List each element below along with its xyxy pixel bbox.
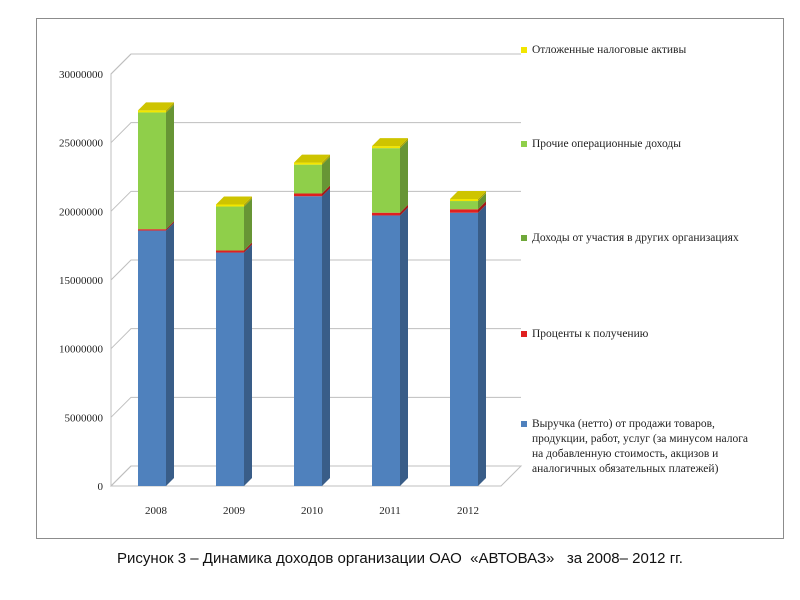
bar-top-2012 — [450, 190, 486, 199]
bar-side-2009-s4 — [244, 196, 252, 207]
bar-2012-s4 — [450, 198, 478, 202]
figure-caption: Рисунок 3 – Динамика доходов организации… — [117, 550, 683, 567]
x-tick-label: 2011 — [379, 505, 401, 517]
legend-label: Прочие операционные доходы — [532, 138, 681, 150]
x-tick-label: 2010 — [301, 505, 324, 517]
bar-side-2010-s4 — [322, 154, 330, 165]
bar-2011-s3 — [372, 148, 400, 213]
bar-2009-s4 — [216, 204, 244, 207]
bar-2008-s3 — [138, 112, 166, 230]
x-tick-label: 2008 — [145, 505, 168, 517]
legend-label: Выручка (нетто) от продажи товаров, — [532, 418, 715, 430]
y-tick-label: 20000000 — [59, 206, 104, 218]
y-tick-label: 10000000 — [59, 344, 104, 356]
bar-side-2008-s1 — [166, 221, 174, 231]
chart-frame: 0 5000000 10000000 15000000 20000000 25000000… — [36, 18, 784, 539]
y-axis-wall — [110, 53, 132, 486]
bar-2011-s1 — [372, 212, 400, 216]
bar-side-2012-s0 — [478, 204, 486, 486]
bar-top-2011 — [372, 138, 408, 147]
legend-label: Проценты к получению — [532, 328, 649, 340]
bar-2011-s4 — [372, 146, 400, 149]
bar-top-2010 — [294, 154, 330, 163]
bar-side-2010-s3 — [322, 156, 330, 194]
bar-2010-s4 — [294, 162, 322, 165]
bar-side-2009-s3 — [244, 198, 252, 251]
bar-side-2011-s1 — [400, 204, 408, 216]
bar-2010-s0 — [294, 196, 322, 486]
bar-2012-s1 — [450, 209, 478, 213]
bar-side-2008-s0 — [166, 222, 174, 486]
bar-2009-s0 — [216, 252, 244, 486]
bar-side-2011-s4 — [400, 138, 408, 149]
y-tick-label: 5000000 — [65, 412, 104, 424]
bar-2010-s1 — [294, 193, 322, 197]
bar-top-2008 — [138, 102, 174, 111]
bar-2010-s3 — [294, 164, 322, 194]
bar-2008-s4 — [138, 110, 166, 113]
bar-2008-s0 — [138, 230, 166, 486]
bar-side-2009-s1 — [244, 242, 252, 253]
y-tick-label: 30000000 — [59, 69, 104, 81]
gridline-5 — [110, 122, 521, 144]
bar-2008-s1 — [138, 229, 166, 231]
y-tick-label: 0 — [98, 481, 104, 493]
bar-side-2010-s1 — [322, 185, 330, 197]
legend-label: продукции, работ, услуг (за минусом нало… — [532, 433, 748, 445]
bar-2012-s0 — [450, 212, 478, 486]
x-tick-label: 2012 — [457, 505, 479, 517]
bar-side-2010-s0 — [322, 188, 330, 486]
bar-side-2008-s4 — [166, 102, 174, 113]
legend-swatch — [521, 47, 527, 53]
bar-2012-s3 — [450, 201, 478, 210]
bar-2009-s1 — [216, 250, 244, 253]
bar-side-2012-s1 — [478, 201, 486, 213]
bar-side-2011-s0 — [400, 207, 408, 486]
bar-side-2012-s4 — [478, 190, 486, 202]
legend-label: на добавленную стоимость, акцизов и — [532, 448, 718, 460]
legend-swatch — [521, 141, 527, 147]
x-tick-label: 2009 — [223, 505, 246, 517]
bar-side-2012-s3 — [478, 193, 486, 210]
legend-label: Отложенные налоговые активы — [532, 44, 686, 56]
legend-swatch — [521, 331, 527, 337]
bar-side-2009-s0 — [244, 244, 252, 486]
legend-swatch — [521, 235, 527, 241]
legend-label: аналогичных обязательных платежей) — [532, 463, 719, 475]
legend-label: Доходы от участия в других организациях — [532, 232, 739, 244]
bar-top-2009 — [216, 196, 252, 205]
bar-2009-s3 — [216, 206, 244, 251]
stacked-bar-chart: 0 5000000 10000000 15000000 20000000 25000000… — [59, 44, 748, 517]
y-tick-label: 15000000 — [59, 275, 104, 287]
legend-swatch — [521, 421, 527, 427]
bar-2011-s0 — [372, 215, 400, 486]
bar-side-2011-s3 — [400, 140, 408, 213]
bar-side-2008-s3 — [166, 104, 174, 230]
y-tick-label: 25000000 — [59, 138, 104, 150]
